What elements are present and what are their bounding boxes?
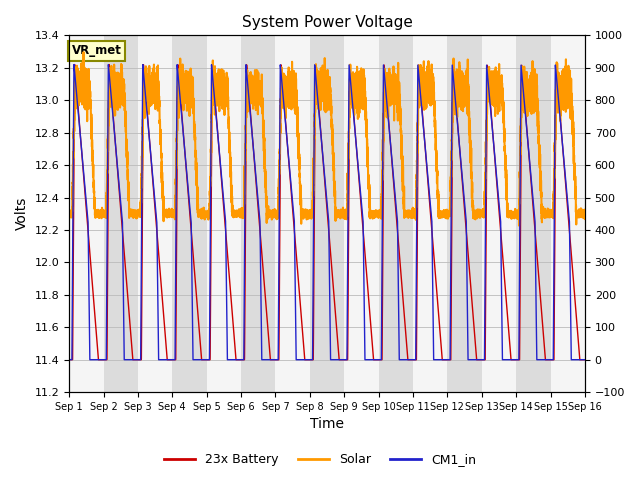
Line: 23x Battery: 23x Battery bbox=[69, 64, 585, 360]
Text: VR_met: VR_met bbox=[72, 44, 122, 57]
Bar bbox=[138, 36, 172, 392]
CM1_in bbox=[581, 357, 589, 362]
Bar bbox=[344, 36, 379, 392]
Bar bbox=[241, 36, 275, 392]
CM1_in bbox=[176, 89, 184, 95]
23x Battery bbox=[259, 257, 266, 263]
Solar bbox=[170, 207, 178, 213]
Solar bbox=[65, 210, 73, 216]
X-axis label: Time: Time bbox=[310, 418, 344, 432]
CM1_in bbox=[70, 61, 78, 67]
23x Battery bbox=[71, 61, 79, 67]
Solar bbox=[515, 223, 523, 228]
Bar bbox=[447, 36, 482, 392]
Bar bbox=[550, 36, 585, 392]
Bar bbox=[207, 36, 241, 392]
23x Battery bbox=[579, 357, 587, 362]
Solar bbox=[80, 49, 88, 55]
Bar bbox=[275, 36, 310, 392]
Legend: 23x Battery, Solar, CM1_in: 23x Battery, Solar, CM1_in bbox=[159, 448, 481, 471]
Line: CM1_in: CM1_in bbox=[69, 64, 585, 360]
Line: Solar: Solar bbox=[69, 52, 585, 226]
23x Battery bbox=[581, 357, 589, 362]
Y-axis label: Volts: Volts bbox=[15, 197, 29, 230]
Solar bbox=[579, 211, 587, 217]
23x Battery bbox=[65, 357, 73, 362]
Bar bbox=[482, 36, 516, 392]
CM1_in bbox=[472, 357, 479, 362]
Bar bbox=[310, 36, 344, 392]
Title: System Power Voltage: System Power Voltage bbox=[241, 15, 412, 30]
Bar bbox=[413, 36, 447, 392]
Solar bbox=[398, 156, 406, 162]
Solar bbox=[176, 96, 184, 102]
Solar bbox=[472, 213, 479, 218]
23x Battery bbox=[472, 339, 479, 345]
CM1_in bbox=[579, 357, 587, 362]
Bar bbox=[69, 36, 104, 392]
CM1_in bbox=[170, 357, 178, 362]
CM1_in bbox=[65, 357, 73, 362]
Bar bbox=[379, 36, 413, 392]
CM1_in bbox=[398, 357, 406, 362]
Bar bbox=[172, 36, 207, 392]
23x Battery bbox=[170, 357, 178, 362]
Bar bbox=[104, 36, 138, 392]
Solar bbox=[259, 95, 266, 100]
23x Battery bbox=[176, 83, 184, 89]
23x Battery bbox=[398, 284, 406, 289]
Solar bbox=[581, 211, 589, 217]
CM1_in bbox=[259, 357, 266, 362]
Bar bbox=[516, 36, 550, 392]
